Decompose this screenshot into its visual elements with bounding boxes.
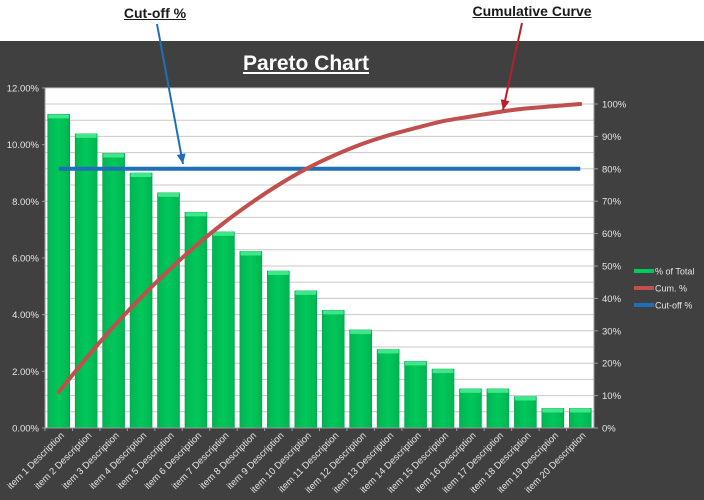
bar — [157, 192, 180, 429]
y2-tick-label: 0% — [602, 424, 616, 435]
bar — [129, 172, 153, 429]
y-tick-label: 6.00% — [12, 254, 39, 265]
y2-tick-label: 100% — [602, 100, 627, 111]
bar — [514, 396, 537, 429]
y-tick-label: 4.00% — [12, 310, 39, 321]
bar — [431, 368, 455, 429]
legend-label: % of Total — [655, 267, 694, 277]
y-tick-label: 12.00% — [7, 84, 40, 95]
bar — [47, 114, 71, 429]
legend-label: Cum. % — [655, 284, 687, 294]
bar — [294, 290, 318, 429]
bar — [239, 251, 263, 429]
y-tick-label: 10.00% — [7, 140, 40, 151]
cumulative-curve — [56, 102, 583, 395]
legend: % of Total Cum. % Cut-off % — [634, 267, 694, 311]
bar — [541, 408, 565, 429]
bar — [404, 361, 427, 429]
primary-y-axis: 0.00% 2.00% 4.00% 6.00% 8.00% 10.00% 12.00% — [7, 84, 45, 435]
legend-item: Cum. % — [634, 284, 687, 294]
legend-item: Cut-off % — [634, 301, 692, 311]
legend-item: % of Total — [634, 267, 694, 277]
bar — [102, 153, 125, 429]
y2-tick-label: 40% — [602, 294, 622, 305]
y2-tick-label: 90% — [602, 132, 622, 143]
cumulative-arrow — [500, 22, 523, 111]
y2-tick-label: 10% — [602, 391, 622, 402]
legend-label: Cut-off % — [655, 301, 692, 311]
bar — [568, 408, 592, 429]
y2-tick-label: 30% — [602, 326, 622, 337]
bar — [74, 133, 98, 429]
bar — [267, 270, 290, 429]
bar — [459, 388, 482, 429]
y-tick-label: 8.00% — [12, 197, 39, 208]
y2-tick-label: 20% — [602, 359, 622, 370]
cutoff-arrow — [156, 23, 186, 165]
cutoff-annotation-label: Cut-off % — [123, 5, 187, 21]
plot-area — [44, 87, 595, 429]
y-tick-label: 2.00% — [12, 367, 39, 378]
y2-tick-label: 80% — [602, 164, 622, 175]
bar — [376, 349, 400, 429]
y2-tick-label: 70% — [602, 197, 622, 208]
y2-tick-label: 60% — [602, 229, 622, 240]
bar — [349, 329, 372, 429]
y2-tick-label: 50% — [602, 262, 622, 273]
bar — [486, 388, 510, 429]
cumulative-annotation-label: Cumulative Curve — [472, 3, 592, 19]
plot-background — [45, 88, 594, 428]
annotation-arrows — [156, 22, 523, 165]
chart-title: Pareto Chart — [242, 52, 370, 75]
secondary-y-axis: 0% 10% 20% 30% 40% 50% 60% 70% 80% 90% 100% — [594, 100, 627, 435]
y-tick-label: 0.00% — [12, 424, 39, 435]
bar — [212, 231, 235, 429]
bar — [321, 310, 345, 429]
